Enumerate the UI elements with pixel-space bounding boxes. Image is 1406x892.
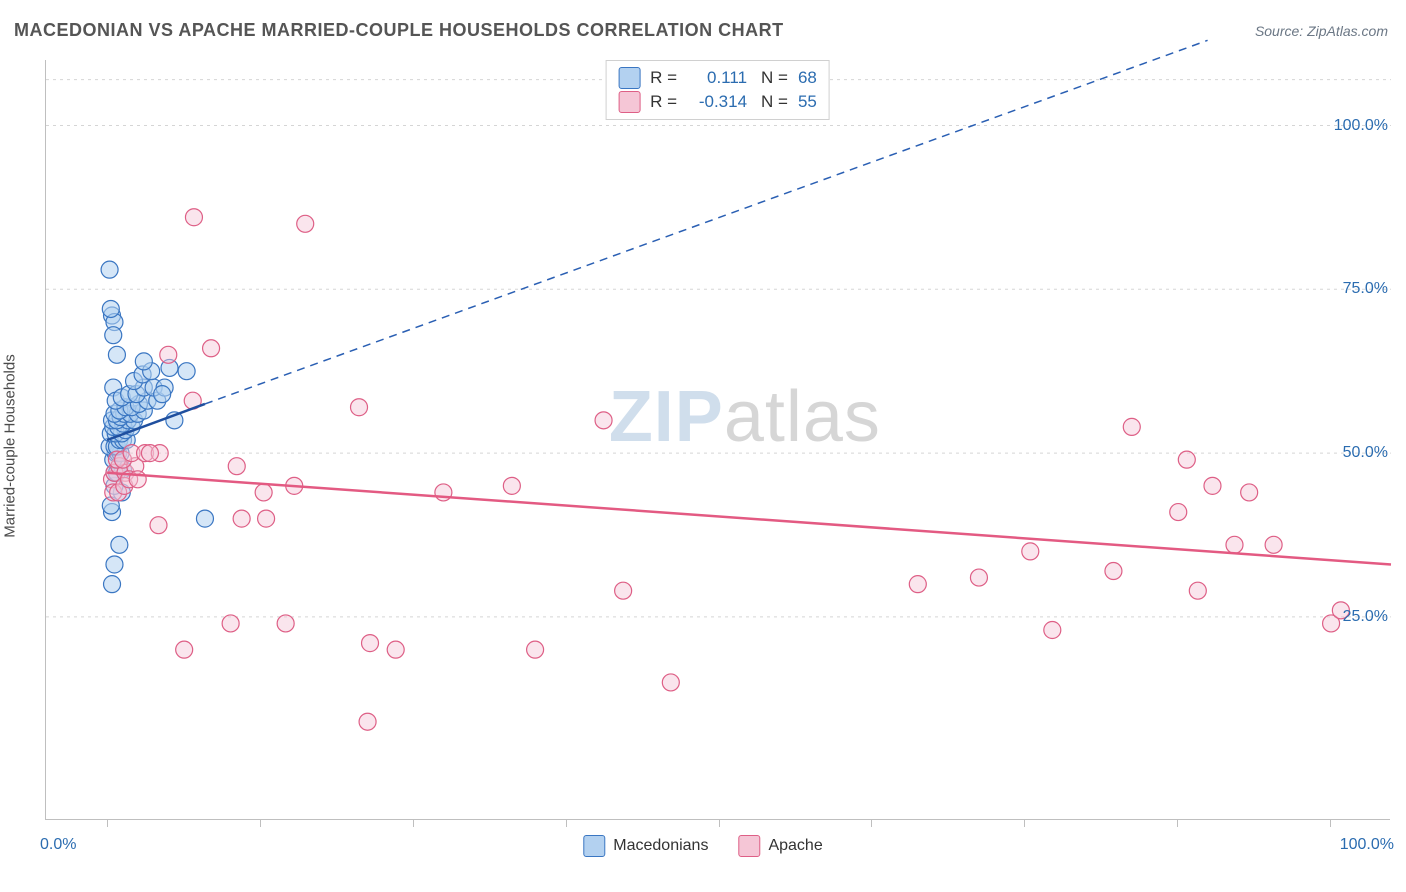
legend-stats-row-0: R = 0.111 N = 68 [618, 66, 817, 90]
x-tick [1177, 819, 1178, 827]
x-tick [871, 819, 872, 827]
r-value-1: -0.314 [687, 90, 747, 114]
plot-wrap: ZIPatlas R = 0.111 N = 68 R = -0.314 N =… [45, 60, 1390, 820]
y-tick-label: 100.0% [1334, 117, 1388, 135]
n-value-0: 68 [798, 66, 817, 90]
x-tick [1330, 819, 1331, 827]
n-value-1: 55 [798, 90, 817, 114]
n-label-1: N = [761, 90, 788, 114]
legend-bottom-label-0: Macedonians [613, 837, 708, 855]
legend-bottom-label-1: Apache [768, 837, 822, 855]
x-axis-max-label: 100.0% [1340, 836, 1394, 854]
x-axis-min-label: 0.0% [40, 836, 76, 854]
legend-stats-row-1: R = -0.314 N = 55 [618, 90, 817, 114]
legend-stats: R = 0.111 N = 68 R = -0.314 N = 55 [605, 60, 830, 120]
legend-bottom: Macedonians Apache [583, 835, 822, 857]
y-tick-label: 25.0% [1343, 608, 1388, 626]
x-tick [1024, 819, 1025, 827]
x-tick [566, 819, 567, 827]
x-tick [413, 819, 414, 827]
legend-bottom-swatch-0 [583, 835, 605, 857]
y-tick-label: 50.0% [1343, 444, 1388, 462]
page-root: MACEDONIAN VS APACHE MARRIED-COUPLE HOUS… [0, 0, 1406, 892]
n-label-0: N = [761, 66, 788, 90]
source-label: Source: ZipAtlas.com [1255, 23, 1388, 39]
legend-swatch-0 [618, 67, 640, 89]
r-label-0: R = [650, 66, 677, 90]
legend-swatch-1 [618, 91, 640, 113]
x-tick [260, 819, 261, 827]
legend-bottom-item-0: Macedonians [583, 835, 708, 857]
x-tick [107, 819, 108, 827]
plot-area: ZIPatlas [45, 60, 1390, 820]
r-label-1: R = [650, 90, 677, 114]
y-tick-label: 75.0% [1343, 280, 1388, 298]
r-value-0: 0.111 [687, 66, 747, 90]
legend-bottom-item-1: Apache [738, 835, 822, 857]
y-axis-label: Married-couple Households [2, 354, 19, 537]
scatter-svg [46, 60, 1391, 820]
legend-bottom-swatch-1 [738, 835, 760, 857]
x-tick [719, 819, 720, 827]
chart-title: MACEDONIAN VS APACHE MARRIED-COUPLE HOUS… [14, 20, 784, 41]
